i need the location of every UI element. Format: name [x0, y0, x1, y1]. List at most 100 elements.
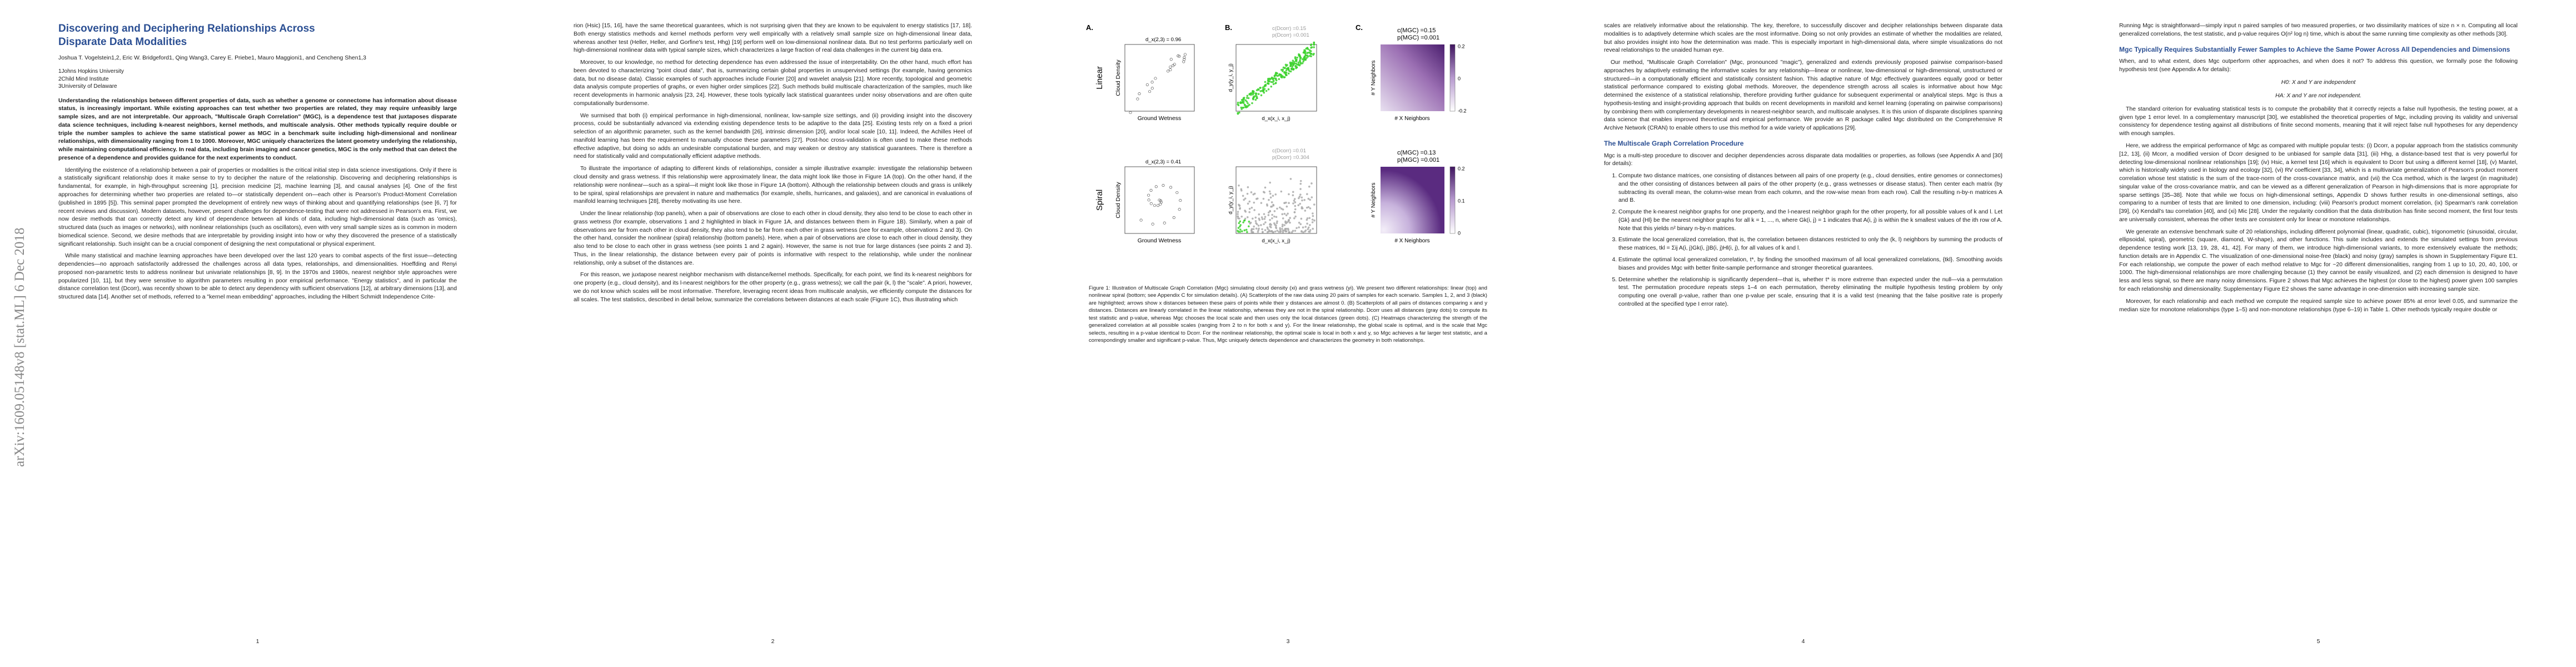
sample-dot — [1138, 92, 1141, 96]
sample-dot — [1179, 199, 1182, 202]
paragraph: We generate an extensive benchmark suite… — [2119, 228, 2518, 293]
affiliation: 1Johns Hopkins University — [58, 68, 124, 75]
distance-dot — [1238, 222, 1240, 225]
axis-label: # X Neighbors — [1394, 238, 1429, 244]
distance-dot — [1250, 206, 1253, 209]
axis-label: # Y Neighbors — [1371, 182, 1377, 217]
distance-dot — [1309, 54, 1311, 57]
distance-dot — [1289, 178, 1292, 180]
distance-dot — [1301, 58, 1304, 61]
body-text: The standard criterion for evaluating st… — [2119, 106, 2518, 314]
distance-dot — [1239, 231, 1241, 233]
sample-dot — [1136, 97, 1139, 101]
distance-dot — [1252, 228, 1255, 230]
distance-dot — [1291, 68, 1293, 71]
distance-dot — [1248, 225, 1250, 227]
distance-dot — [1311, 196, 1313, 198]
distance-dot — [1273, 215, 1275, 218]
row-label: Linear — [1095, 66, 1104, 89]
page-number: 4 — [1801, 639, 1805, 645]
distance-dot — [1299, 60, 1301, 63]
distance-dot — [1294, 208, 1297, 211]
sample-dot — [1173, 63, 1176, 66]
sample-dot — [1172, 216, 1175, 219]
distance-dot — [1294, 230, 1297, 232]
axis-label: Cloud Density — [1115, 59, 1122, 96]
distance-dot — [1242, 98, 1244, 101]
distance-dot — [1246, 192, 1249, 195]
distance-dot — [1281, 213, 1284, 216]
body-text: scales are relatively informative about … — [1604, 22, 2002, 133]
distance-dot — [1296, 56, 1298, 59]
distance-dot — [1287, 219, 1290, 222]
distance-dot — [1244, 210, 1246, 212]
distance-dot — [1304, 226, 1307, 228]
distance-dot — [1255, 223, 1258, 226]
sample-dot — [1156, 204, 1160, 207]
procedure-step: Estimate the optimal local generalized c… — [1618, 256, 2002, 273]
distance-dot — [1305, 54, 1307, 57]
distance-dot — [1279, 231, 1282, 233]
distance-dot — [1298, 221, 1301, 224]
distance-dot — [1264, 84, 1266, 87]
distance-dot — [1246, 94, 1249, 97]
page-number: 2 — [771, 639, 775, 645]
distance-dot — [1275, 216, 1278, 218]
distance-dot — [1294, 201, 1297, 203]
distance-dot — [1258, 218, 1261, 221]
distance-dot — [1309, 198, 1311, 201]
distance-dot — [1263, 88, 1266, 90]
distance-dot — [1280, 190, 1283, 193]
hypotheses: H0: X and Y are independent HA: X and Y a… — [2119, 78, 2518, 101]
distance-dot — [1262, 89, 1264, 92]
distance-dot — [1285, 69, 1288, 72]
distance-dot — [1239, 207, 1241, 210]
distance-dot — [1267, 228, 1269, 230]
distance-dot — [1252, 96, 1255, 98]
distance-dot — [1292, 202, 1294, 205]
distance-dot — [1257, 225, 1260, 227]
distance-dot — [1242, 100, 1245, 103]
distance-dot — [1253, 90, 1255, 93]
distance-dot — [1248, 207, 1251, 210]
paragraph: Identifying the existence of a relations… — [58, 167, 457, 247]
procedure-step: Estimate the local generalized correlati… — [1618, 236, 2002, 253]
distance-dot — [1247, 102, 1249, 104]
distance-dot — [1282, 230, 1284, 232]
distance-dot — [1298, 226, 1300, 228]
statistic: c(Dcorr) =0.15 — [1272, 26, 1306, 32]
distance-dot — [1298, 195, 1301, 198]
colorbar-label: 0.2 — [1458, 43, 1465, 49]
distance-dot — [1279, 228, 1282, 231]
distance-dot — [1256, 197, 1259, 200]
distance-dot — [1282, 217, 1284, 220]
distance-dot — [1250, 230, 1253, 232]
distance-dot — [1285, 67, 1288, 70]
sample-dot — [1129, 111, 1132, 115]
paragraph: Our method, "Multiscale Graph Correlatio… — [1604, 59, 2002, 132]
distance-dot — [1297, 61, 1300, 64]
distance-dot — [1278, 231, 1280, 233]
distance-dot — [1262, 197, 1265, 200]
distance-dot — [1269, 223, 1272, 225]
distance-dot — [1309, 50, 1312, 52]
distance-dot — [1292, 68, 1295, 71]
distance-dot — [1283, 202, 1285, 205]
distance-dot — [1242, 102, 1245, 104]
distance-dot — [1292, 59, 1294, 62]
distance-dot — [1311, 218, 1314, 221]
distance-dot — [1279, 206, 1281, 209]
distance-dot — [1270, 201, 1273, 203]
statistic: c(MGC) =0.15 — [1397, 27, 1436, 34]
distance-dot — [1271, 217, 1273, 220]
distance-dot — [1278, 78, 1280, 81]
distance-dot — [1303, 58, 1306, 61]
distance-dot — [1293, 211, 1296, 213]
distance-dot — [1284, 63, 1287, 66]
distance-dot — [1299, 180, 1302, 182]
distance-dot — [1255, 95, 1258, 98]
procedure-steps: Compute two distance matrices, one consi… — [1604, 172, 2002, 308]
sample-dot — [1147, 198, 1150, 202]
figure-caption-box: Figure 1: Illustration of Multiscale Gra… — [1089, 285, 1487, 344]
distance-dot — [1264, 221, 1267, 223]
